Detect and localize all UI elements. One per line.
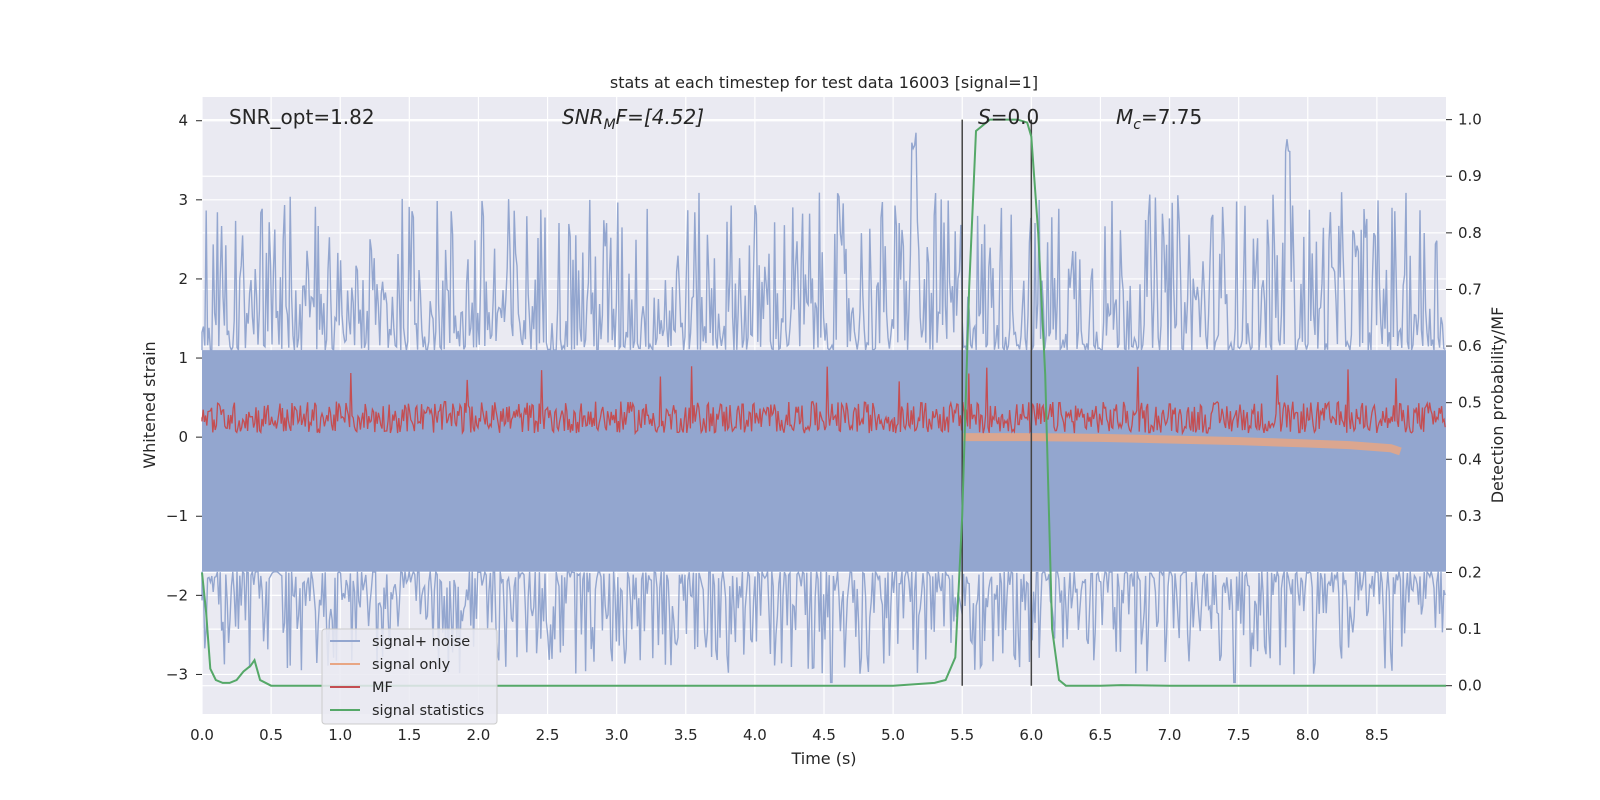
signal-only-line	[962, 433, 1402, 456]
x-tick-label: 5.0	[881, 726, 905, 744]
x-tick-label: 7.5	[1227, 726, 1251, 744]
x-tick-label: 2.5	[536, 726, 560, 744]
y-tick-label-left: 1	[178, 349, 188, 367]
y-tick-label-right: 0.3	[1458, 507, 1482, 525]
x-tick-label: 3.5	[674, 726, 698, 744]
y-tick-label-left: −1	[166, 507, 188, 525]
y-tick-label-left: −2	[166, 586, 188, 604]
noise-lower-envelope	[201, 569, 1446, 684]
signal-noise-trace	[201, 132, 1446, 684]
legend: signal+ noise signal only MF signal stat…	[321, 628, 498, 725]
y-tick-label-right: 0.6	[1458, 337, 1482, 355]
legend-label-mf: MF	[372, 680, 393, 696]
signal-statistics-trace	[201, 118, 1446, 687]
y-tick-label-left: 2	[178, 270, 188, 288]
signal-statistics-line	[201, 118, 1446, 687]
y-tick-label-right: 0.4	[1458, 450, 1482, 468]
x-tick-label: 7.0	[1158, 726, 1182, 744]
y-axis-label-left: Whitened strain	[140, 341, 159, 468]
x-tick-label: 2.0	[467, 726, 491, 744]
x-tick-label: 8.0	[1296, 726, 1320, 744]
x-tick-label: 5.5	[950, 726, 974, 744]
mc-annotation: Mc=7.75	[1116, 105, 1202, 133]
y-axis-label-right: Detection probability/MF	[1488, 307, 1507, 504]
y-tick-label-left: 3	[178, 191, 188, 209]
y-tick-label-right: 0.2	[1458, 563, 1482, 581]
y-tick-label-left: 4	[178, 112, 188, 130]
y-tick-label-right: 0.7	[1458, 280, 1482, 298]
legend-box	[321, 628, 498, 725]
s-annotation: S=0.0	[978, 105, 1039, 129]
x-tick-label: 8.5	[1365, 726, 1389, 744]
x-tick-label: 0.0	[190, 726, 214, 744]
x-tick-label: 3.0	[605, 726, 629, 744]
y-tick-label-right: 0.9	[1458, 167, 1482, 185]
y-tick-label-right: 0.0	[1458, 677, 1482, 695]
snr-mf-annotation: SNRMF=[4.52]	[562, 105, 704, 133]
legend-label-signal-noise: signal+ noise	[372, 634, 470, 650]
legend-label-signal-statistics: signal statistics	[372, 703, 484, 719]
ticks: 0.0 0.5 1.0 1.5 2.0 2.5 3.0 3.5 4.0 4.5 5.0 5.5 6.0 6…	[166, 111, 1482, 744]
y-tick-label-left: 0	[178, 428, 188, 446]
signal-only-trace	[962, 433, 1402, 456]
x-tick-label: 4.5	[812, 726, 836, 744]
chart-title: stats at each timestep for test data 160…	[610, 73, 1038, 92]
y-tick-label-left: −3	[166, 665, 188, 683]
snr-opt-annotation: SNR_opt=1.82	[229, 105, 375, 129]
legend-label-signal-only: signal only	[372, 657, 451, 673]
y-tick-label-right: 0.1	[1458, 620, 1482, 638]
y-tick-label-right: 0.5	[1458, 394, 1482, 412]
noise-band	[202, 350, 1446, 572]
x-tick-label: 0.5	[259, 726, 283, 744]
noise-upper-envelope	[201, 132, 1446, 353]
x-tick-label: 1.0	[328, 726, 352, 744]
mf-trace	[201, 366, 1446, 436]
x-tick-label: 6.0	[1019, 726, 1043, 744]
vertical-markers	[961, 119, 1033, 686]
x-tick-label: 4.0	[743, 726, 767, 744]
mf-line	[201, 366, 1446, 436]
x-axis-label: Time (s)	[790, 749, 856, 768]
y-tick-label-right: 1.0	[1458, 111, 1482, 129]
y-tick-label-right: 0.8	[1458, 224, 1482, 242]
x-tick-label: 1.5	[397, 726, 421, 744]
x-tick-label: 6.5	[1089, 726, 1113, 744]
